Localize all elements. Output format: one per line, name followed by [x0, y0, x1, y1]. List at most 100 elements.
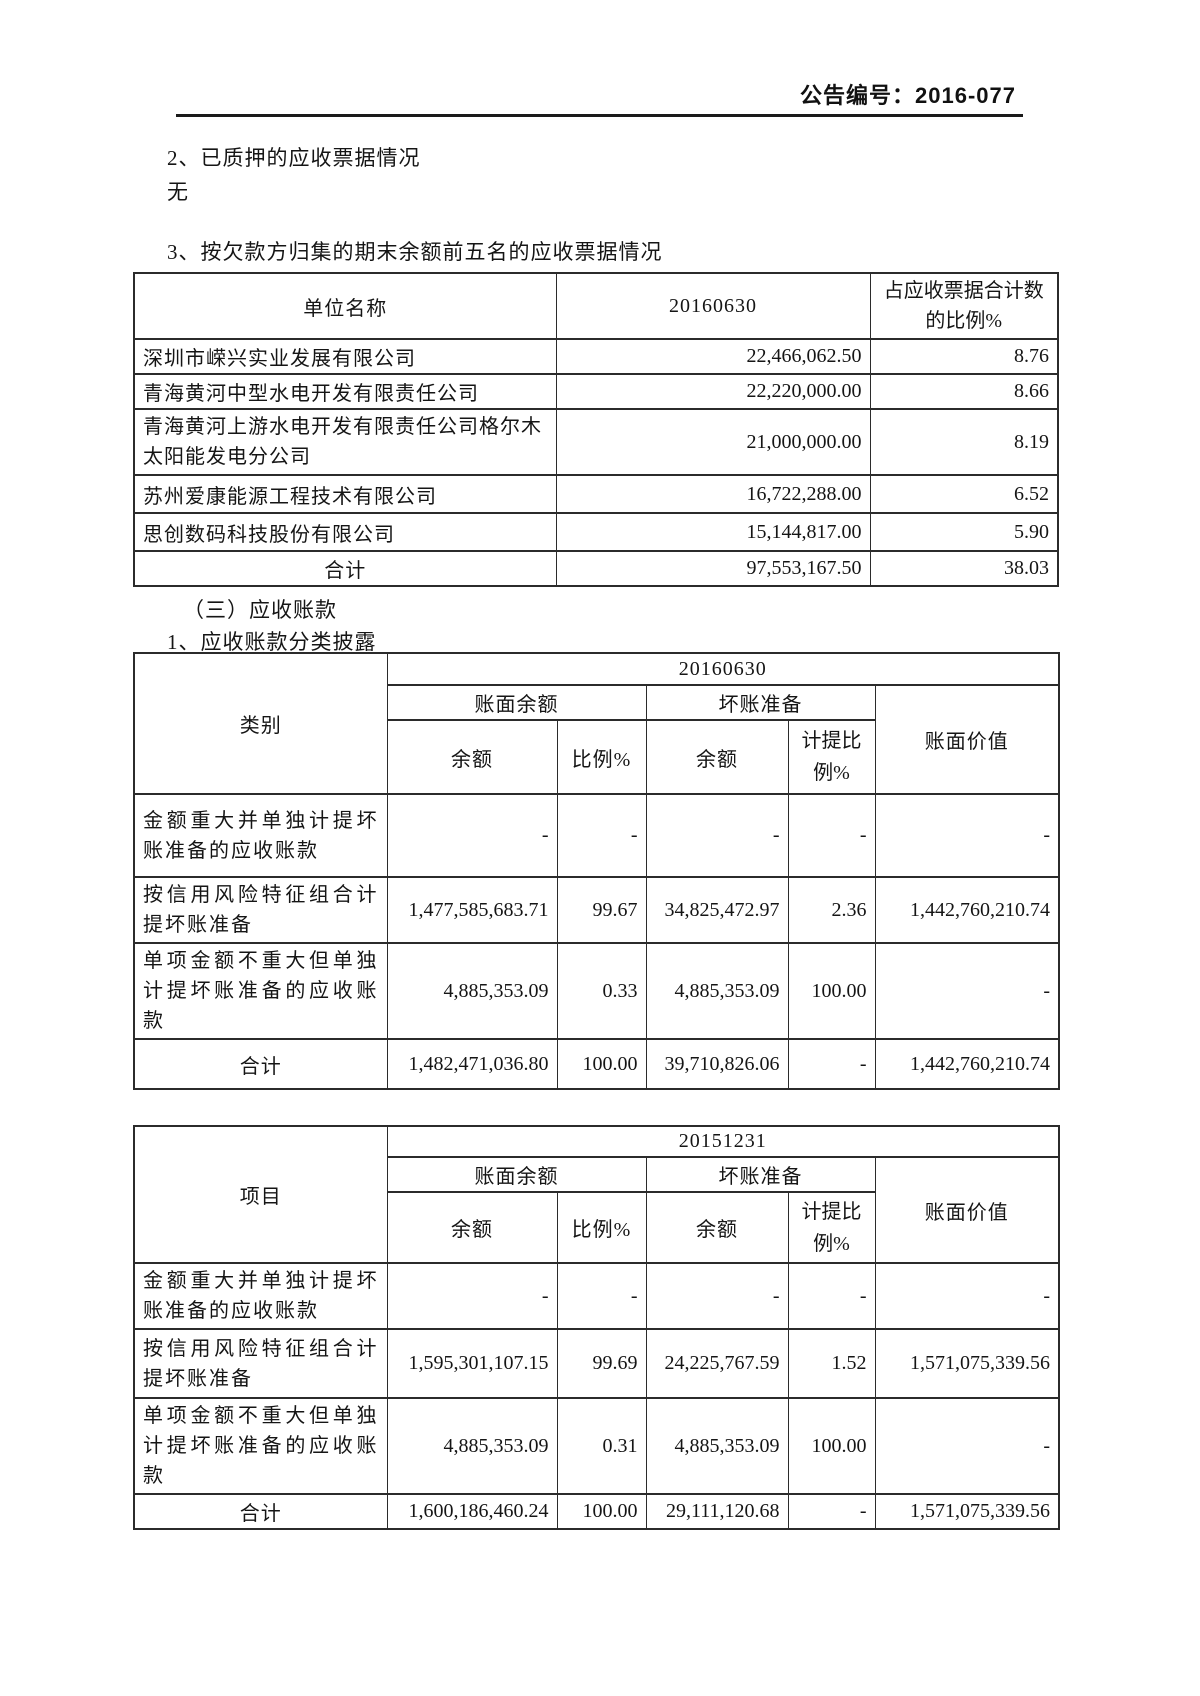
- cell-ratio: -: [556, 793, 647, 878]
- col-header-provision-ratio: 计提比例%: [787, 719, 876, 795]
- cell-book-value: 1,571,075,339.56: [874, 1328, 1060, 1399]
- cell-provision-ratio: -: [787, 1262, 876, 1330]
- table-row: 单项金额不重大但单独计提坏账准备的应收账款 4,885,353.09 0.33 …: [133, 942, 1060, 1040]
- cell-provision-ratio: 1.52: [787, 1328, 876, 1399]
- cell-book-value: -: [874, 1397, 1060, 1495]
- header-row: 账面余额 坏账准备 账面价值: [134, 684, 1060, 795]
- cell-provision: 4,885,353.09: [645, 942, 789, 1040]
- cell-provision: 34,825,472.97: [645, 876, 789, 944]
- cell-provision-ratio: 100.00: [787, 1397, 876, 1495]
- cell-balance: -: [386, 793, 558, 878]
- col-header-category: 项目: [133, 1125, 388, 1264]
- cell-total-ratio: 38.03: [869, 550, 1059, 587]
- col-header-ratio: 比例%: [556, 719, 647, 795]
- cell-category-label: 单项金额不重大但单独计提坏账准备的应收账款: [133, 942, 388, 1040]
- section-pledged-title: 2、已质押的应收票据情况: [167, 146, 421, 170]
- col-header-period: 20160630: [386, 652, 1060, 686]
- table-row: 按信用风险特征组合计提坏账准备 1,595,301,107.15 99.69 2…: [133, 1328, 1060, 1399]
- cell-amount: 22,220,000.00: [555, 373, 871, 410]
- col-header-category: 类别: [133, 652, 388, 795]
- cell-ratio: 8.66: [869, 373, 1059, 410]
- cell-company-name: 苏州爱康能源工程技术有限公司: [133, 474, 557, 514]
- cell-provision-ratio: 2.36: [787, 876, 876, 944]
- total-row: 合计 1,600,186,460.24 100.00 29,111,120.68…: [133, 1493, 1060, 1530]
- cell-category-label: 金额重大并单独计提坏账准备的应收账款: [133, 793, 388, 878]
- cell-amount: 21,000,000.00: [555, 408, 871, 476]
- header-row: 余额 比例% 余额 计提比例%: [134, 719, 1059, 795]
- header-divider: [176, 114, 1023, 117]
- cell-amount: 16,722,288.00: [555, 474, 871, 514]
- cell-total-ratio: 100.00: [556, 1493, 647, 1530]
- col-header-provision-balance: 余额: [645, 1191, 789, 1264]
- cell-total-provision-ratio: -: [787, 1493, 876, 1530]
- cell-company-name: 思创数码科技股份有限公司: [133, 512, 557, 552]
- table-row: 按信用风险特征组合计提坏账准备 1,477,585,683.71 99.67 3…: [133, 876, 1060, 944]
- doc-number: 公告编号：2016-077: [800, 83, 1016, 108]
- cell-provision-ratio: 100.00: [787, 942, 876, 1040]
- cell-company-name: 青海黄河上游水电开发有限责任公司格尔木太阳能发电分公司: [133, 408, 557, 476]
- cell-total-provision: 39,710,826.06: [645, 1038, 789, 1090]
- cell-total-provision-ratio: -: [787, 1038, 876, 1090]
- col-header-balance: 余额: [386, 719, 558, 795]
- cell-provision-ratio: -: [787, 793, 876, 878]
- cell-total-label: 合计: [133, 1038, 388, 1090]
- col-header-provision-balance: 余额: [645, 719, 789, 795]
- header-row: 余额 比例% 余额 计提比例%: [134, 1191, 1059, 1264]
- cell-book-value: -: [874, 942, 1060, 1040]
- cell-book-value: -: [874, 793, 1060, 878]
- header-row: 类别 20160630: [133, 652, 1060, 795]
- cell-amount: 22,466,062.50: [555, 338, 871, 375]
- cell-ratio: 8.19: [869, 408, 1059, 476]
- table-row: 金额重大并单独计提坏账准备的应收账款 - - - - -: [133, 793, 1060, 878]
- cell-company-name: 深圳市嵘兴实业发展有限公司: [133, 338, 557, 375]
- cell-total-label: 合计: [133, 550, 557, 587]
- col-header-book-value: 账面价值: [874, 684, 1060, 795]
- header-row: 账面余额 坏账准备 账面价值: [134, 1156, 1060, 1264]
- cell-balance: 1,595,301,107.15: [386, 1328, 558, 1399]
- table-row: 单项金额不重大但单独计提坏账准备的应收账款 4,885,353.09 0.31 …: [133, 1397, 1060, 1495]
- cell-balance: 1,477,585,683.71: [386, 876, 558, 944]
- cell-ratio: 5.90: [869, 512, 1059, 552]
- col-header-bad-debt-provision: 坏账准备: [645, 1156, 876, 1193]
- cell-provision: -: [645, 1262, 789, 1330]
- ar-table-20160630: 类别 20160630 账面余额 坏账准备 账面价值 余额 比例% 余额 计提比…: [133, 652, 1061, 1090]
- cell-provision: 4,885,353.09: [645, 1397, 789, 1495]
- cell-total-provision: 29,111,120.68: [645, 1493, 789, 1530]
- cell-total-label: 合计: [133, 1493, 388, 1530]
- cell-book-value: -: [874, 1262, 1060, 1330]
- table-row: 金额重大并单独计提坏账准备的应收账款 - - - - -: [133, 1262, 1060, 1330]
- total-row: 合计 97,553,167.50 38.03: [133, 550, 1059, 587]
- col-header-balance: 余额: [386, 1191, 558, 1264]
- cell-total-balance: 1,482,471,036.80: [386, 1038, 558, 1090]
- table-row: 苏州爱康能源工程技术有限公司 16,722,288.00 6.52: [133, 474, 1059, 514]
- section-ar-subtitle: 1、应收账款分类披露: [167, 630, 377, 654]
- section-top5-title: 3、按欠款方归集的期末余额前五名的应收票据情况: [167, 240, 663, 264]
- cell-balance: 4,885,353.09: [386, 942, 558, 1040]
- ar-table-20151231: 项目 20151231 账面余额 坏账准备 账面价值 余额 比例% 余额 计提比…: [133, 1125, 1061, 1530]
- cell-amount: 15,144,817.00: [555, 512, 871, 552]
- section-pledged-value: 无: [167, 180, 189, 204]
- cell-category-label: 单项金额不重大但单独计提坏账准备的应收账款: [133, 1397, 388, 1495]
- table-row: 青海黄河中型水电开发有限责任公司 22,220,000.00 8.66: [133, 373, 1059, 410]
- col-header-period: 20151231: [386, 1125, 1060, 1158]
- cell-provision: -: [645, 793, 789, 878]
- cell-category-label: 金额重大并单独计提坏账准备的应收账款: [133, 1262, 388, 1330]
- cell-total-ratio: 100.00: [556, 1038, 647, 1090]
- cell-total-amount: 97,553,167.50: [555, 550, 871, 587]
- header-row: 项目 20151231: [133, 1125, 1060, 1264]
- col-header-book-value: 账面价值: [874, 1156, 1060, 1264]
- total-row: 合计 1,482,471,036.80 100.00 39,710,826.06…: [133, 1038, 1060, 1090]
- cell-balance: 4,885,353.09: [386, 1397, 558, 1495]
- section-ar-title: （三）应收账款: [183, 598, 337, 622]
- col-header-book-balance: 账面余额: [386, 1156, 647, 1193]
- col-header-bad-debt-provision: 坏账准备: [645, 684, 876, 721]
- cell-ratio: 0.31: [556, 1397, 647, 1495]
- cell-category-label: 按信用风险特征组合计提坏账准备: [133, 876, 388, 944]
- header-row: 单位名称 20160630 占应收票据合计数的比例%: [133, 272, 1059, 340]
- col-header-book-balance: 账面余额: [386, 684, 647, 721]
- table-row: 深圳市嵘兴实业发展有限公司 22,466,062.50 8.76: [133, 338, 1059, 375]
- cell-ratio: -: [556, 1262, 647, 1330]
- notes-top5-table: 单位名称 20160630 占应收票据合计数的比例% 深圳市嵘兴实业发展有限公司…: [133, 272, 1059, 587]
- cell-total-book-value: 1,442,760,210.74: [874, 1038, 1060, 1090]
